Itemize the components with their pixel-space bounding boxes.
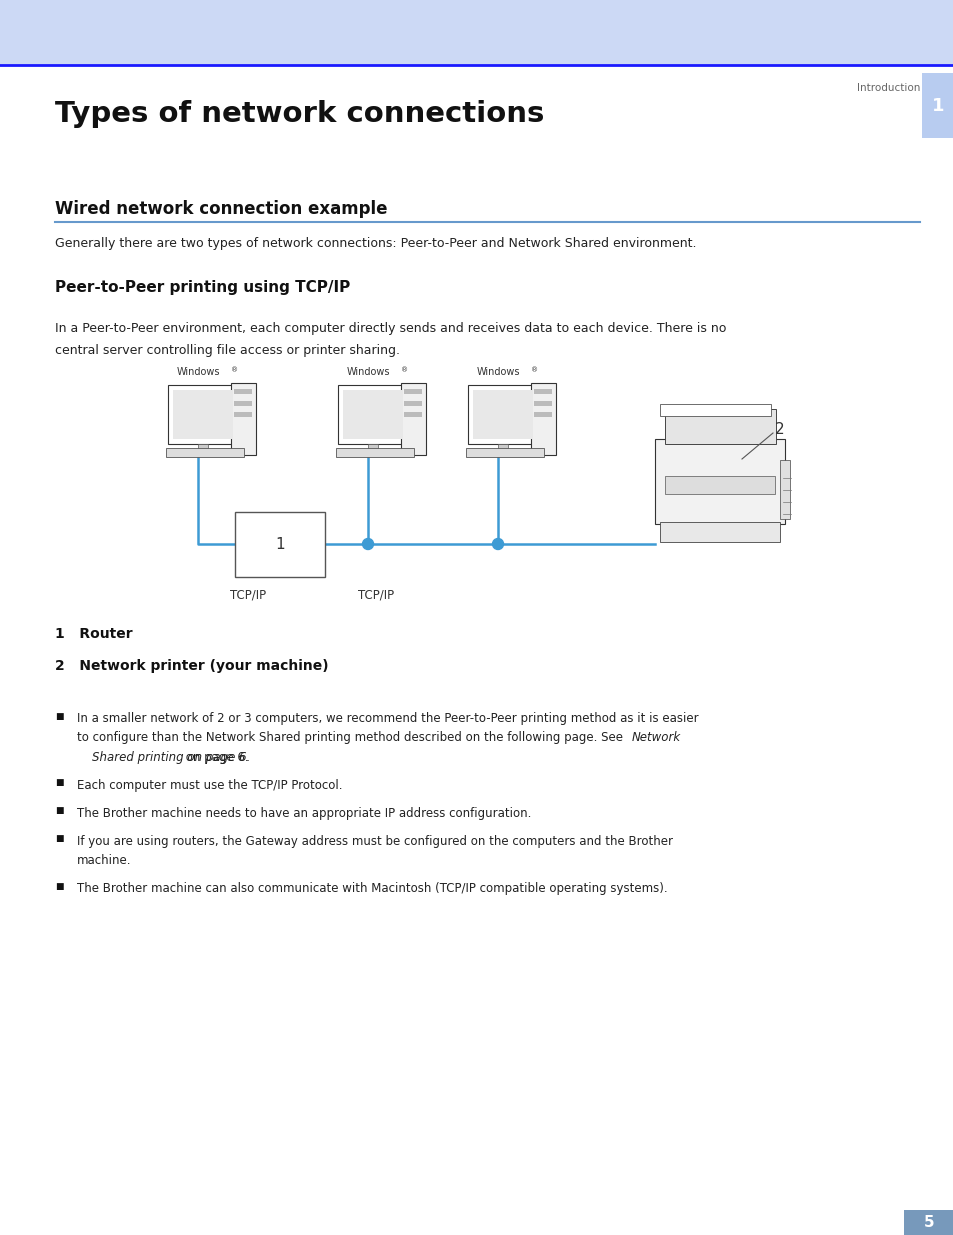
Text: ■: ■ — [55, 778, 64, 788]
Bar — [234, 511, 325, 577]
Bar — [172, 390, 233, 440]
Bar — [903, 1210, 953, 1235]
Text: In a smaller network of 2 or 3 computers, we recommend the Peer-to-Peer printing: In a smaller network of 2 or 3 computers… — [77, 711, 698, 725]
Text: Generally there are two types of network connections: Peer-to-Peer and Network S: Generally there are two types of network… — [55, 237, 696, 249]
Bar — [664, 409, 775, 445]
Text: 2: 2 — [774, 421, 783, 436]
Bar — [497, 445, 507, 452]
Text: ■: ■ — [55, 882, 64, 890]
Bar — [0, 0, 953, 65]
Bar — [404, 389, 422, 394]
Bar — [368, 445, 377, 452]
Bar — [473, 390, 533, 440]
Bar — [921, 73, 953, 138]
Text: ■: ■ — [55, 711, 64, 720]
Text: 1: 1 — [931, 96, 943, 115]
Bar — [468, 385, 537, 445]
Text: central server controlling file access or printer sharing.: central server controlling file access o… — [55, 345, 399, 357]
Text: Windows: Windows — [476, 367, 519, 377]
Bar — [780, 459, 789, 519]
Text: TCP/IP: TCP/IP — [357, 589, 394, 601]
Text: ■: ■ — [55, 806, 64, 815]
Bar — [531, 383, 555, 454]
Text: 5: 5 — [923, 1215, 933, 1230]
Bar — [400, 383, 425, 454]
Text: Types of network connections: Types of network connections — [55, 100, 544, 128]
Bar — [534, 401, 552, 406]
Bar — [534, 412, 552, 417]
Bar — [655, 438, 784, 524]
Bar — [233, 389, 252, 394]
Text: machine.: machine. — [77, 853, 132, 867]
Text: Wired network connection example: Wired network connection example — [55, 200, 387, 219]
Bar — [335, 448, 414, 457]
Bar — [404, 401, 422, 406]
Text: ■: ■ — [55, 835, 64, 844]
Bar — [233, 401, 252, 406]
Bar — [166, 448, 243, 457]
Text: If you are using routers, the Gateway address must be configured on the computer: If you are using routers, the Gateway ad… — [77, 835, 672, 847]
Bar — [198, 445, 208, 452]
Bar — [337, 385, 408, 445]
Text: ®: ® — [231, 367, 238, 373]
Circle shape — [492, 538, 503, 550]
Text: Windows: Windows — [346, 367, 390, 377]
Text: Shared printing on page 6.: Shared printing on page 6. — [77, 751, 250, 763]
Bar — [664, 475, 774, 494]
Bar — [404, 412, 422, 417]
Text: Network: Network — [631, 731, 680, 743]
Text: 2   Network printer (your machine): 2 Network printer (your machine) — [55, 658, 328, 673]
Text: 1   Router: 1 Router — [55, 626, 132, 641]
Text: Windows: Windows — [176, 367, 219, 377]
Bar — [659, 522, 780, 542]
Bar — [659, 404, 770, 416]
Text: 1: 1 — [274, 536, 285, 552]
Bar — [233, 412, 252, 417]
Bar — [168, 385, 237, 445]
Text: Each computer must use the TCP/IP Protocol.: Each computer must use the TCP/IP Protoc… — [77, 778, 342, 792]
Text: In a Peer-to-Peer environment, each computer directly sends and receives data to: In a Peer-to-Peer environment, each comp… — [55, 322, 725, 335]
Text: TCP/IP: TCP/IP — [230, 589, 266, 601]
Bar — [534, 389, 552, 394]
Bar — [465, 448, 543, 457]
Circle shape — [362, 538, 374, 550]
Text: on page 6.: on page 6. — [182, 751, 249, 763]
Bar — [231, 383, 255, 454]
Text: ®: ® — [400, 367, 408, 373]
Text: to configure than the Network Shared printing method described on the following : to configure than the Network Shared pri… — [77, 731, 626, 743]
Bar — [343, 390, 402, 440]
Text: ®: ® — [531, 367, 537, 373]
Text: The Brother machine can also communicate with Macintosh (TCP/IP compatible opera: The Brother machine can also communicate… — [77, 882, 667, 895]
Text: The Brother machine needs to have an appropriate IP address configuration.: The Brother machine needs to have an app… — [77, 806, 531, 820]
Text: Peer-to-Peer printing using TCP/IP: Peer-to-Peer printing using TCP/IP — [55, 280, 350, 295]
Text: Introduction: Introduction — [856, 83, 919, 93]
